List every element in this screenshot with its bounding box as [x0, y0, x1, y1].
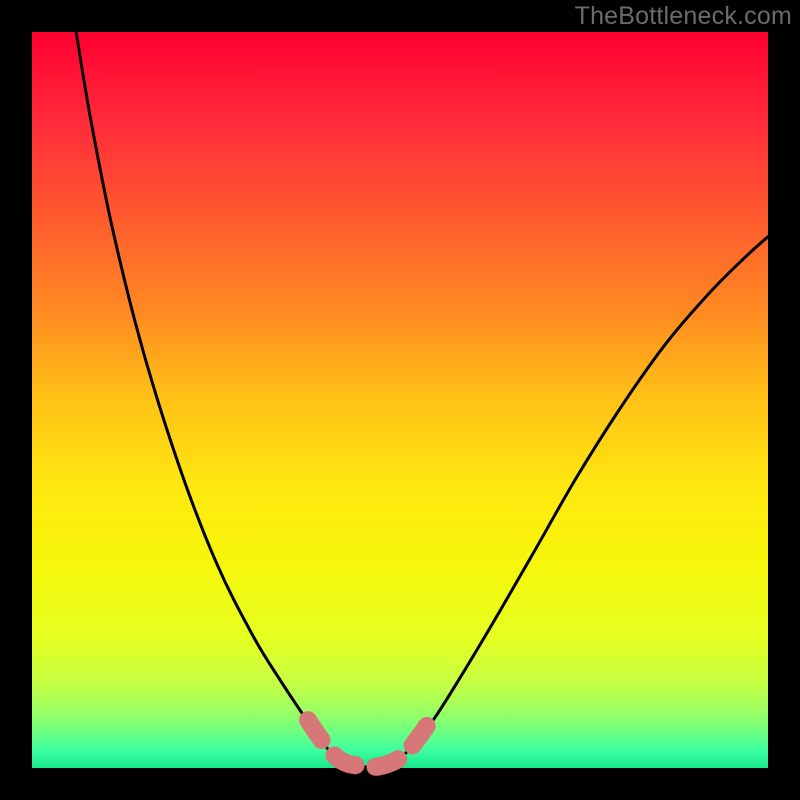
watermark-text: TheBottleneck.com: [575, 2, 792, 31]
chart-svg: [0, 0, 800, 800]
chart-container: TheBottleneck.com: [0, 0, 800, 800]
plot-area: [32, 32, 768, 768]
